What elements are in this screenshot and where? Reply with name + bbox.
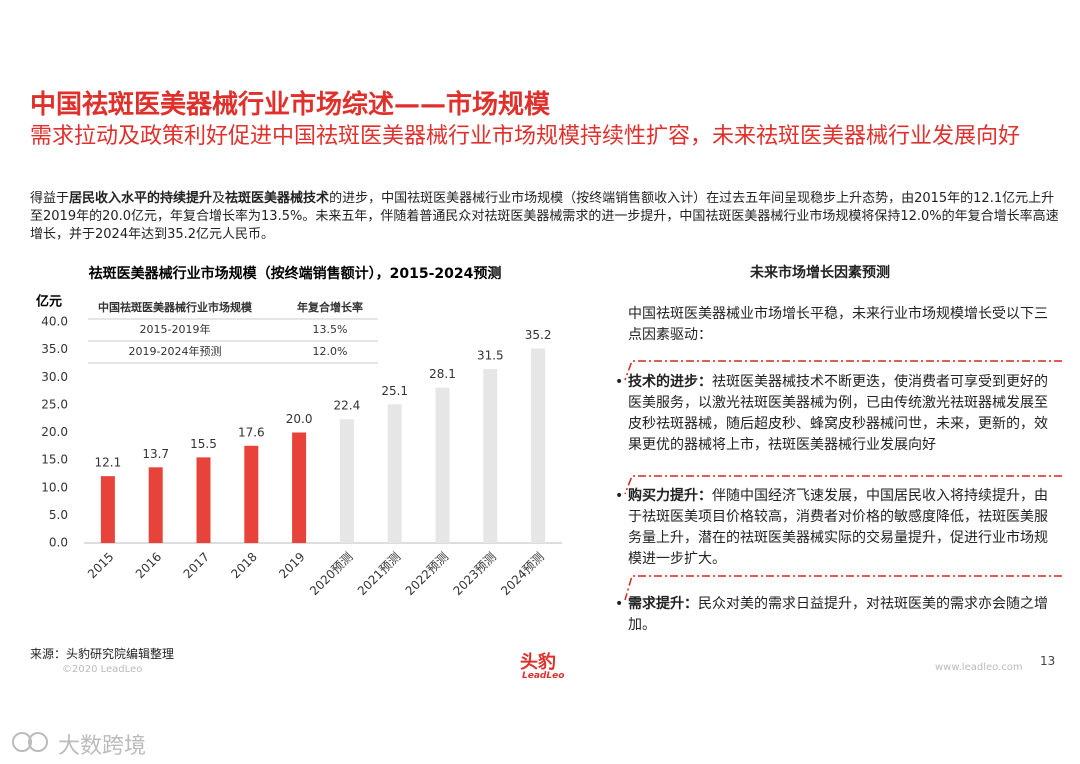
bar [483,368,498,543]
text: 的进步，中国祛斑医美器械行业市场规模（按终端销售额收入计）在过去五年间呈现稳步上… [30,191,1059,242]
factor-label: 技术的进步： [628,374,712,390]
bar [387,404,402,543]
table-header: 中国祛斑医美器械行业市场规模 [98,300,253,314]
factor: 技术的进步：祛斑医美器械技术不断更迭，使消费者可享受到更好的医美服务，以激光祛斑… [615,372,1056,456]
bar [339,419,354,543]
intro-paragraph: 得益于居民收入水平的持续提升及祛斑医美器械技术的进步，中国祛斑医美器械行业市场规… [30,190,1065,244]
data-label: 17.6 [238,425,265,439]
watermark-icon [12,732,48,752]
factor-text: 祛斑医美器械技术不断更迭，使消费者可享受到更好的医美服务，以激光祛斑医美器械为例… [628,374,1048,453]
watermark: 大数跨境 [58,734,147,759]
data-label: 12.1 [95,456,122,470]
table-cell: 13.5% [313,323,348,336]
y-tick-label: 40.0 [41,315,68,329]
x-tick-label: 2018 [228,550,259,581]
y-tick-label: 0.0 [49,536,68,550]
y-tick-label: 30.0 [41,370,68,384]
chart-title: 祛斑医美器械行业市场规模（按终端销售额计），2015-2024预测 [88,265,502,282]
y-axis-label: 亿元 [36,294,62,310]
factor: 需求提升：民众对美的需求日益提升，对祛斑医美的需求亦会随之增加。 [615,594,1056,636]
bar [100,476,115,543]
x-tick-label: 2024预测 [498,550,546,598]
table-cell: 12.0% [313,345,348,358]
y-tick-label: 5.0 [49,508,68,522]
data-label: 22.4 [334,399,361,413]
table-header: 年复合增长率 [297,300,363,314]
bold-text: 祛斑医美器械技术 [225,191,330,206]
bar [435,387,450,543]
data-label: 28.1 [429,367,456,381]
y-tick-label: 25.0 [41,397,68,411]
bar [148,467,163,543]
x-tick-label: 2020预测 [307,550,355,598]
x-tick-label: 2022预测 [403,550,451,598]
data-label: 35.2 [525,328,552,342]
x-tick-label: 2021预测 [355,550,403,598]
url: www.leadleo.com [935,662,1023,673]
copyright: ©2020 LeadLeo [62,664,143,675]
data-label: 20.0 [286,412,313,426]
y-tick-label: 35.0 [41,342,68,356]
text: 及 [212,191,226,206]
title: 中国祛斑医美器械行业市场综述——市场规模 [30,90,551,120]
page-number: 13 [1040,654,1056,668]
x-tick-label: 2019 [276,550,307,581]
bar [196,457,211,543]
bar [244,445,259,543]
subtitle: 需求拉动及政策利好促进中国祛斑医美器械行业市场规模持续性扩容，未来祛斑医美器械行… [30,124,1021,149]
x-tick-label: 2016 [133,550,164,581]
table-cell: 2019-2024年预测 [129,344,222,358]
x-tick-label: 2023预测 [450,550,498,598]
x-tick-label: 2015 [85,550,116,581]
factor: 购买力提升：伴随中国经济飞速发展，中国居民收入将持续提升，由于祛斑医美项目价格较… [615,486,1056,570]
data-label: 13.7 [142,447,169,461]
data-label: 31.5 [477,348,504,362]
data-label: 25.1 [381,384,408,398]
panel-intro: 中国祛斑医美器械业市场增长平稳，未来行业市场规模增长受以下三点因素驱动： [628,306,1048,343]
text: 得益于 [30,191,70,206]
factor-text: 伴随中国经济飞速发展，中国居民收入将持续提升，由于祛斑医美项目价格较高，消费者对… [628,488,1048,567]
y-tick-label: 10.0 [41,480,68,494]
table-cell: 2015-2019年 [140,322,211,336]
bar [292,432,307,543]
y-tick-label: 20.0 [41,425,68,439]
y-tick-label: 15.0 [41,453,68,467]
factor-label: 需求提升： [628,596,698,612]
panel-title: 未来市场增长因素预测 [750,265,890,281]
factor-text: 民众对美的需求日益提升，对祛斑医美的需求亦会随之增加。 [628,596,1048,633]
source: 来源：头豹研究院编辑整理 [30,647,175,661]
factor-label: 购买力提升： [628,488,712,504]
bold-text: 居民收入水平的持续提升 [69,191,213,206]
data-label: 15.5 [190,437,217,451]
bar [531,348,546,543]
x-tick-label: 2017 [181,550,212,581]
logo: 头豹 [520,652,556,673]
logo-sub: LeadLeo [522,671,565,681]
